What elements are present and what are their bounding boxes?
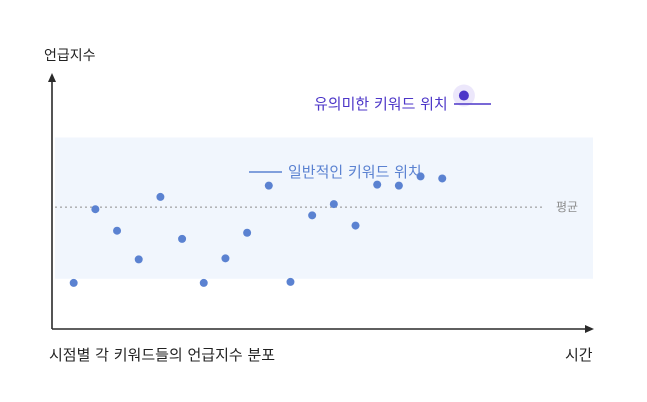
- normal-keyword-point: [134, 255, 143, 264]
- normal-keyword-point: [264, 181, 273, 190]
- normal-keyword-point: [394, 181, 403, 190]
- normal-keyword-point: [286, 277, 295, 286]
- normal-keyword-point: [308, 211, 317, 220]
- normal-keyword-point: [178, 234, 187, 243]
- normal-keyword-point: [221, 254, 230, 263]
- normal-keyword-point: [416, 172, 425, 181]
- normal-keyword-point: [373, 180, 382, 189]
- normal-keyword-point: [243, 228, 252, 237]
- chart-caption: 시점별 각 키워드들의 언급지수 분포: [49, 346, 275, 364]
- significant-keyword-point: [458, 90, 469, 101]
- normal-keyword-point: [329, 200, 338, 209]
- normal-keyword-point: [156, 192, 165, 201]
- normal-keyword-label: 일반적인 키워드 위치: [288, 163, 422, 181]
- normal-keyword-point: [199, 278, 208, 287]
- distribution-band: [55, 137, 593, 279]
- y-axis-arrow-icon: [48, 73, 56, 82]
- significant-keyword-label: 유의미한 키워드 위치: [314, 95, 448, 113]
- normal-keyword-point: [91, 205, 100, 214]
- points-layer: [69, 84, 475, 287]
- normal-keyword-point: [113, 226, 122, 235]
- y-axis-label: 언급지수: [44, 48, 96, 64]
- normal-keyword-point: [438, 174, 447, 183]
- normal-keyword-point: [351, 221, 360, 230]
- average-label: 평균: [556, 200, 578, 214]
- normal-keyword-point: [69, 278, 78, 287]
- x-axis-arrow-icon: [585, 325, 594, 333]
- x-axis-label: 시간: [565, 346, 593, 364]
